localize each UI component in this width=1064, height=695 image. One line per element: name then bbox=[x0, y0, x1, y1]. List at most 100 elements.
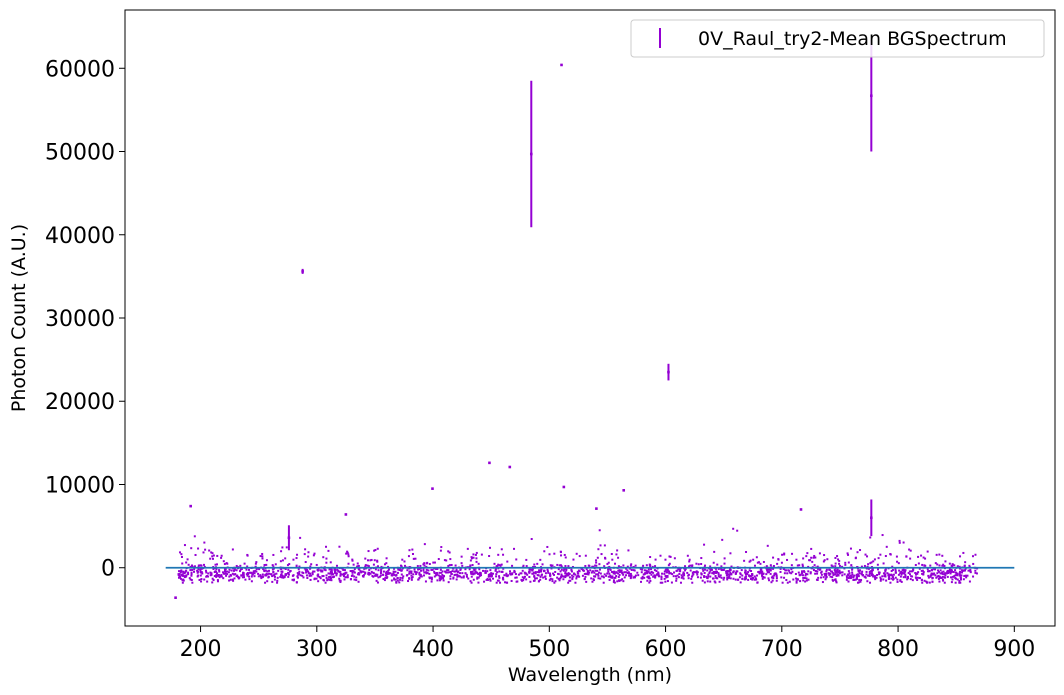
data-point bbox=[750, 570, 753, 573]
data-point bbox=[211, 581, 214, 584]
data-point bbox=[751, 574, 754, 577]
data-point bbox=[353, 578, 356, 581]
data-point bbox=[766, 569, 769, 572]
data-point bbox=[809, 559, 812, 562]
data-point bbox=[921, 563, 924, 566]
data-point bbox=[751, 573, 754, 576]
data-point bbox=[630, 574, 633, 577]
data-point bbox=[490, 573, 493, 576]
data-point bbox=[364, 564, 367, 567]
data-point bbox=[423, 571, 426, 574]
data-point bbox=[950, 570, 953, 573]
data-point bbox=[266, 570, 269, 573]
data-point bbox=[838, 569, 841, 572]
data-point bbox=[374, 548, 377, 551]
data-point bbox=[639, 567, 642, 570]
outlier-point bbox=[870, 94, 873, 98]
data-point bbox=[353, 571, 356, 574]
data-point bbox=[286, 564, 289, 567]
data-point bbox=[648, 577, 651, 580]
data-point bbox=[851, 571, 854, 574]
data-point bbox=[602, 581, 605, 584]
data-point bbox=[430, 568, 433, 571]
data-point bbox=[931, 577, 934, 580]
data-point bbox=[969, 568, 972, 571]
data-point bbox=[265, 559, 268, 562]
data-point bbox=[714, 581, 717, 584]
data-point bbox=[941, 564, 944, 567]
data-point bbox=[311, 573, 314, 576]
data-point bbox=[668, 570, 671, 573]
data-point bbox=[369, 559, 372, 562]
data-point bbox=[717, 572, 720, 575]
data-point bbox=[215, 568, 218, 571]
data-point bbox=[903, 570, 906, 573]
data-point bbox=[810, 547, 813, 550]
data-point bbox=[937, 577, 940, 580]
data-point bbox=[807, 578, 810, 581]
data-point bbox=[921, 581, 924, 584]
data-point bbox=[780, 561, 783, 564]
data-point bbox=[781, 553, 784, 556]
data-point bbox=[914, 563, 917, 566]
data-point bbox=[707, 573, 710, 576]
data-point bbox=[781, 581, 784, 584]
data-point bbox=[858, 572, 861, 575]
data-point bbox=[615, 571, 618, 574]
data-point bbox=[640, 580, 643, 583]
data-point bbox=[450, 563, 453, 566]
x-tick-label: 400 bbox=[412, 637, 454, 662]
data-point bbox=[974, 571, 977, 574]
data-point bbox=[894, 568, 897, 571]
data-point bbox=[343, 578, 346, 581]
data-point bbox=[455, 568, 458, 571]
data-point bbox=[944, 560, 947, 563]
data-point bbox=[411, 548, 414, 551]
data-point bbox=[646, 571, 649, 574]
data-point bbox=[571, 577, 574, 580]
data-point bbox=[930, 573, 933, 576]
data-point bbox=[557, 577, 560, 580]
data-point bbox=[744, 569, 747, 572]
data-point bbox=[886, 572, 889, 575]
data-point bbox=[847, 553, 850, 556]
data-point bbox=[961, 569, 964, 572]
data-point bbox=[539, 570, 542, 573]
data-point bbox=[726, 572, 729, 575]
data-point bbox=[257, 572, 260, 575]
data-point bbox=[739, 573, 742, 576]
data-point bbox=[234, 573, 237, 576]
data-point bbox=[872, 575, 875, 578]
data-point bbox=[712, 561, 715, 564]
data-point bbox=[783, 552, 786, 555]
data-point bbox=[475, 551, 478, 554]
data-point bbox=[333, 568, 336, 571]
data-point bbox=[583, 572, 586, 575]
data-point bbox=[255, 568, 258, 571]
y-tick-label: 20000 bbox=[45, 390, 115, 415]
data-point bbox=[520, 572, 523, 575]
data-point bbox=[926, 581, 929, 584]
data-point bbox=[385, 562, 388, 565]
data-point bbox=[720, 565, 723, 568]
data-point bbox=[761, 574, 764, 577]
data-point bbox=[595, 573, 598, 576]
data-point bbox=[666, 575, 669, 578]
data-point bbox=[570, 570, 573, 573]
data-point bbox=[364, 571, 367, 574]
data-point bbox=[425, 571, 428, 574]
data-point bbox=[679, 568, 682, 571]
data-point bbox=[646, 576, 649, 579]
data-point bbox=[799, 573, 802, 576]
data-point bbox=[908, 548, 911, 551]
data-point bbox=[899, 579, 902, 582]
data-point bbox=[756, 581, 759, 584]
data-point bbox=[939, 572, 942, 575]
data-point bbox=[617, 556, 620, 559]
data-point bbox=[382, 570, 385, 573]
data-point bbox=[614, 576, 617, 579]
data-point bbox=[407, 580, 410, 583]
data-point bbox=[222, 560, 225, 563]
data-point bbox=[920, 569, 923, 572]
data-point bbox=[814, 572, 817, 575]
